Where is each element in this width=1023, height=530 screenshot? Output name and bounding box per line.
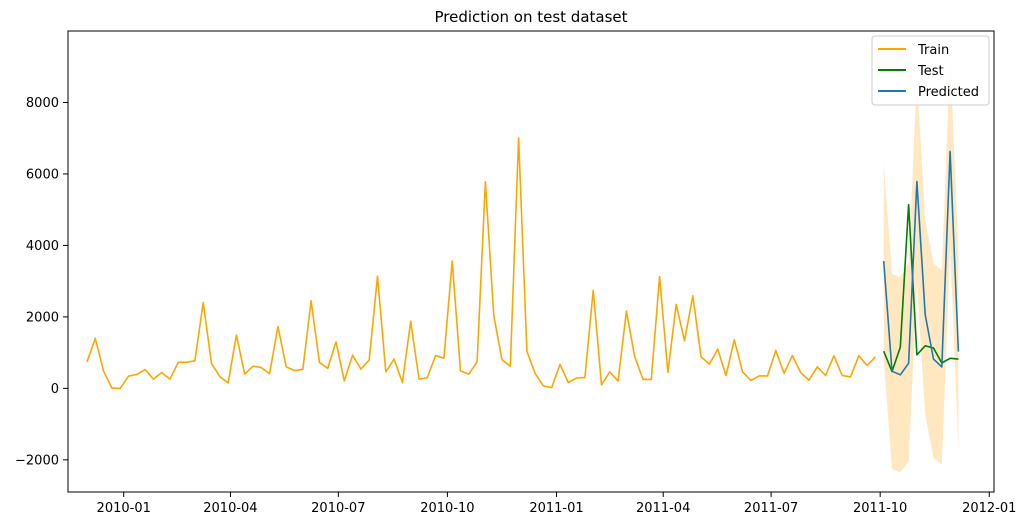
series-line-predicted [882, 150, 960, 376]
legend-label-test: Test [917, 64, 944, 79]
legend-label-train: Train [917, 43, 949, 58]
x-tick-label: 2011-07 [744, 501, 798, 516]
plot-area-frame [67, 30, 995, 493]
x-axis: 2010-01 2010-04 2010-07 2010-10 2011-01 2011-… [97, 492, 1016, 516]
legend-label-predicted: Predicted [918, 85, 979, 100]
y-axis: −2000 0 2000 4000 6000 8000 [15, 96, 68, 468]
prediction-confidence-band [883, 56, 959, 473]
y-tick-label: −2000 [15, 453, 59, 468]
y-tick-label: 6000 [26, 167, 59, 182]
y-tick-label: 8000 [26, 96, 59, 111]
x-tick-label: 2011-04 [636, 501, 690, 516]
series-line-test [882, 203, 959, 373]
chart-title: Prediction on test dataset [434, 8, 627, 26]
x-tick-label: 2011-10 [853, 501, 907, 516]
x-tick-label: 2012-01 [962, 501, 1016, 516]
y-tick-label: 0 [51, 382, 59, 397]
x-tick-label: 2011-01 [529, 501, 583, 516]
x-tick-label: 2010-07 [311, 501, 365, 516]
y-tick-label: 4000 [26, 239, 59, 254]
legend-box [871, 35, 990, 106]
y-tick-label: 2000 [26, 310, 59, 325]
legend: Train Test Predicted [871, 35, 990, 106]
x-tick-label: 2010-01 [97, 501, 151, 516]
series-layer [86, 137, 960, 390]
confidence-band-layer [883, 56, 959, 473]
x-tick-label: 2010-04 [203, 501, 257, 516]
series-line-train [86, 137, 876, 390]
x-tick-label: 2010-10 [420, 501, 474, 516]
